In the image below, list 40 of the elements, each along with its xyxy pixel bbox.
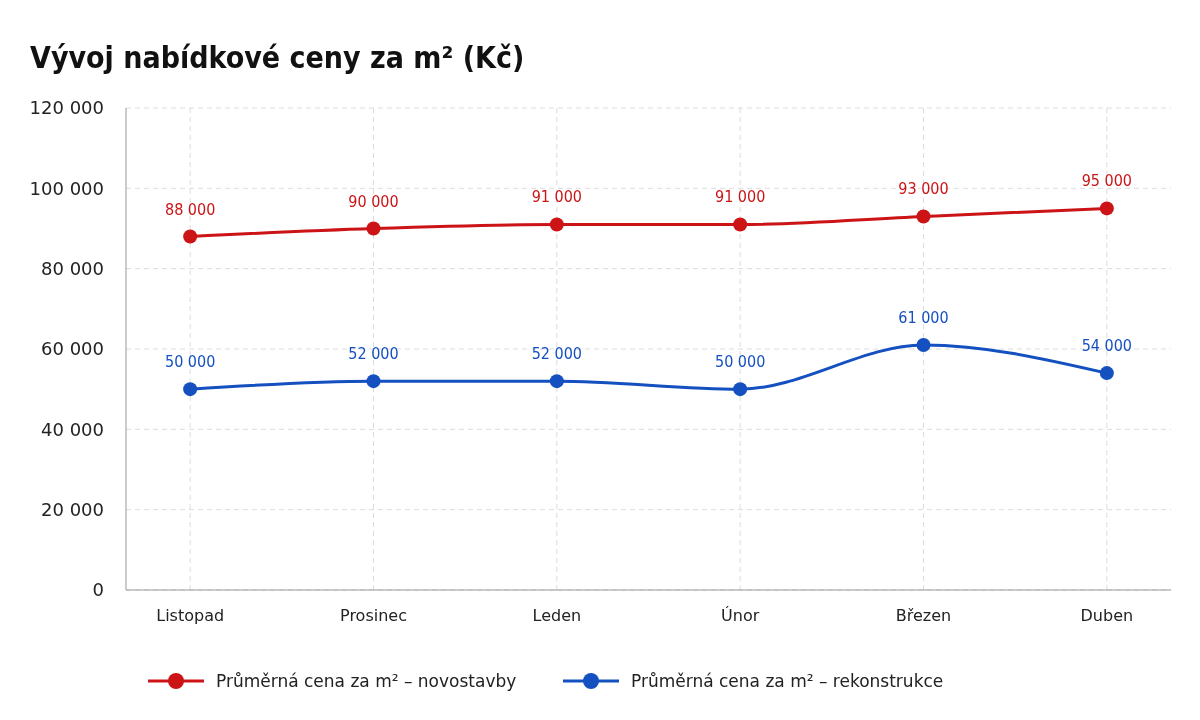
- data-label: 61 000: [898, 307, 949, 327]
- data-label: 90 000: [348, 191, 399, 211]
- legend-label: Průměrná cena za m² – novostavby: [216, 670, 517, 691]
- y-tick-label: 40 000: [41, 418, 104, 440]
- point: [183, 382, 198, 397]
- data-label: 95 000: [1081, 171, 1133, 191]
- y-tick-label: 120 000: [29, 97, 104, 119]
- point: [183, 229, 198, 244]
- data-label: 88 000: [164, 199, 216, 219]
- legend-label: Průměrná cena za m² – rekonstrukce: [631, 670, 944, 691]
- chart-title: Vývoj nabídkové ceny za m² (Kč): [30, 40, 525, 75]
- point: [549, 374, 564, 389]
- point: [1099, 201, 1114, 216]
- y-tick-label: 0: [92, 579, 104, 601]
- data-label: 52 000: [348, 344, 399, 364]
- point: [733, 382, 748, 397]
- x-tick-label: Leden: [532, 606, 582, 625]
- x-tick-label: Prosinec: [340, 606, 407, 625]
- point: [366, 374, 381, 389]
- x-tick-label: Listopad: [156, 606, 225, 625]
- point: [366, 221, 381, 236]
- y-tick-label: 60 000: [41, 338, 104, 360]
- data-label: 54 000: [1081, 336, 1133, 356]
- data-label: 52 000: [531, 344, 583, 364]
- y-tick-label: 100 000: [29, 177, 104, 199]
- y-tick-label: 20 000: [41, 498, 104, 520]
- data-label: 91 000: [531, 187, 583, 207]
- x-tick-label: Duben: [1080, 606, 1134, 625]
- point: [916, 209, 931, 224]
- x-tick-label: Únor: [721, 606, 760, 625]
- data-label: 91 000: [714, 187, 766, 207]
- point: [916, 337, 931, 352]
- y-tick-label: 80 000: [41, 257, 104, 279]
- point: [1099, 366, 1114, 381]
- point: [549, 217, 564, 232]
- data-label: 50 000: [714, 352, 766, 372]
- x-tick-label: Březen: [895, 606, 952, 625]
- point: [733, 217, 748, 232]
- data-label: 93 000: [898, 179, 949, 199]
- data-label: 50 000: [164, 352, 216, 372]
